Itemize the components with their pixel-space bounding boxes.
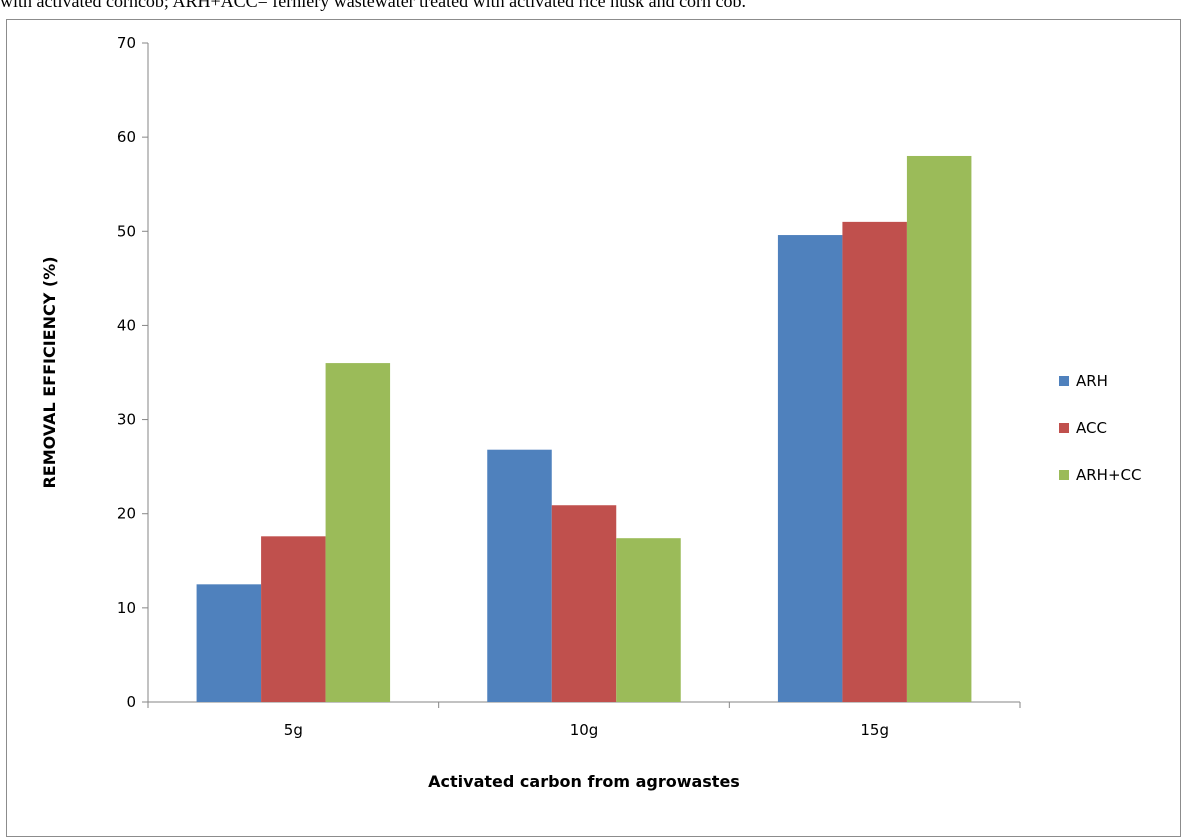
bars — [196, 155, 972, 702]
legend-swatch — [1059, 376, 1069, 386]
bar-arh-cc — [325, 363, 391, 702]
legend-label: ACC — [1076, 419, 1107, 437]
y-tick-label: 60 — [117, 128, 136, 146]
legend-swatch — [1059, 470, 1069, 480]
legend-label: ARH+CC — [1076, 466, 1141, 484]
y-tick-label: 20 — [117, 505, 136, 523]
y-tick-label: 30 — [117, 411, 136, 429]
axes: 0 10 20 30 40 50 60 70 5g 10g 15g — [117, 34, 1021, 739]
legend-label: ARH — [1076, 372, 1108, 390]
y-tick-label: 10 — [117, 599, 136, 617]
bar-arh-cc — [906, 155, 972, 702]
bar-arh — [196, 584, 262, 702]
x-axis-title: Activated carbon from agrowastes — [428, 772, 740, 791]
x-tick-label: 15g — [860, 721, 889, 739]
bar-arh — [777, 235, 843, 702]
figure-caption: with activated corncob; ARH+ACC= fernier… — [0, 0, 747, 11]
chart-frame: 0 10 20 30 40 50 60 70 5g 10g 15g ARH ACC ARH+CC REM… — [6, 19, 1181, 837]
legend-swatch — [1059, 423, 1069, 433]
x-tick-label: 5g — [284, 721, 303, 739]
y-tick-label: 40 — [117, 316, 136, 334]
y-tick-label: 70 — [117, 34, 136, 52]
bar-acc — [551, 505, 617, 702]
legend: ARH ACC ARH+CC — [1059, 372, 1141, 484]
y-tick-label: 50 — [117, 222, 136, 240]
y-axis-title: REMOVAL EFFICIENCY (%) — [40, 256, 59, 488]
x-tick-label: 10g — [570, 721, 599, 739]
bar-chart: 0 10 20 30 40 50 60 70 5g 10g 15g ARH ACC ARH+CC REM… — [40, 34, 1141, 791]
bar-acc — [842, 221, 907, 702]
y-tick-label: 0 — [126, 693, 136, 711]
bar-arh — [487, 449, 552, 702]
bar-arh-cc — [616, 538, 681, 702]
bar-acc — [261, 536, 326, 702]
